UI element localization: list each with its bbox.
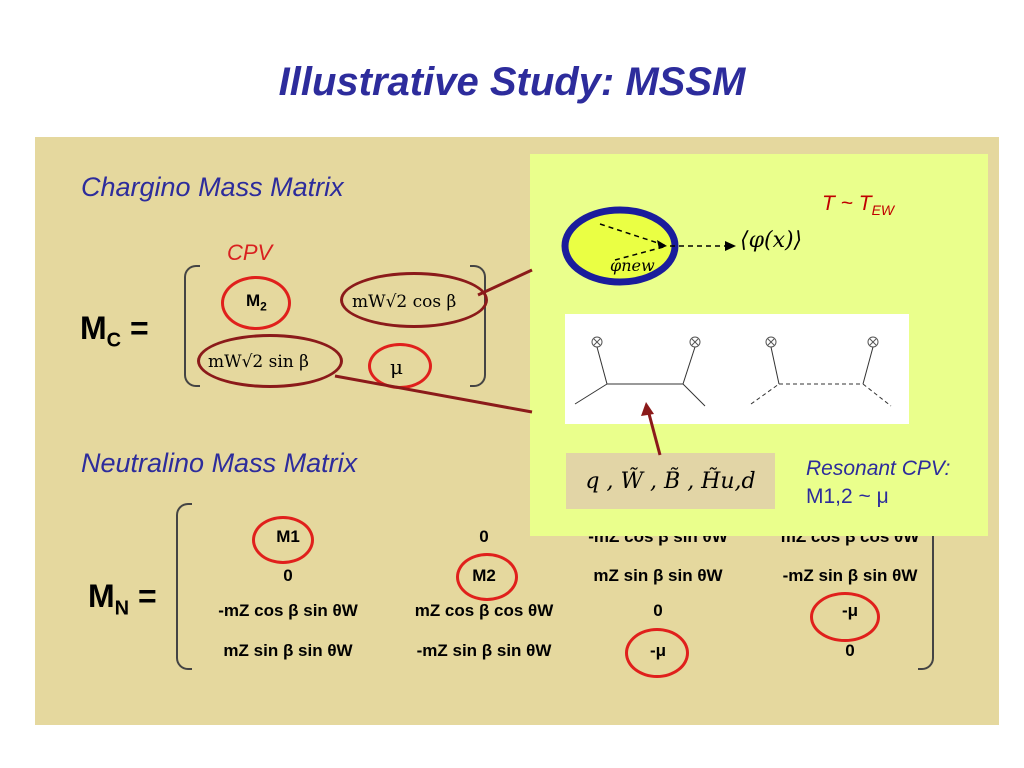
neutralino-cell-r4-c4: 0 — [845, 641, 855, 660]
prop-line — [770, 346, 780, 385]
slide-title: Illustrative Study: MSSM — [278, 60, 746, 104]
neutralino-left-bracket — [176, 503, 192, 670]
bubble-diagram — [561, 206, 736, 286]
chargino-heading: Chargino Mass Matrix — [81, 172, 344, 202]
neutralino-m1-highlight — [252, 516, 314, 564]
neutralino-cell-r2-c1: 0 — [283, 566, 293, 585]
neutralino-cell-r3-c3: 0 — [653, 601, 663, 620]
vertex-cross — [869, 338, 877, 346]
prop-line — [862, 383, 892, 407]
prop-line — [750, 383, 780, 405]
prop-line — [596, 346, 608, 385]
vertex-cross — [767, 338, 775, 346]
bubble-dash-line — [599, 223, 668, 247]
neutralino-cell-r1-c2: 0 — [479, 527, 489, 546]
vertex-cross — [691, 338, 699, 346]
neutralino-cell-r2-c4: -mZ sin β sin θW — [782, 566, 918, 585]
neutralino-cell-r4-c2: -mZ sin β sin θW — [416, 641, 552, 660]
prop-line — [682, 383, 706, 407]
prop-line — [574, 383, 608, 405]
chargino-left-bracket — [184, 265, 200, 387]
chargino-cos-highlight — [340, 272, 488, 328]
bubble-arrow-head — [657, 240, 667, 249]
fields-box: q , W̃ , B̃ , H̃u,d — [566, 453, 775, 509]
neutralino-cell-r4-c1: mZ sin β sin θW — [223, 641, 353, 660]
neutralino-mu-highlight-a — [810, 592, 880, 642]
vev-arrow-head — [725, 241, 736, 251]
chargino-mu-highlight — [368, 343, 432, 389]
feynman-diagram-lines — [574, 336, 892, 407]
neutralino-heading: Neutralino Mass Matrix — [81, 448, 358, 478]
vev-label: ⟨φ(x)⟩ — [740, 228, 803, 253]
resonant-line-2: M1,2 ~ μ — [806, 485, 889, 508]
prop-line — [862, 346, 874, 385]
phi-new-label: φnew — [610, 256, 655, 275]
neutralino-cell-r3-c1: -mZ cos β sin θW — [218, 601, 358, 620]
neutralino-cell-r2-c3: mZ sin β sin θW — [593, 566, 723, 585]
temperature-label: T ~ TEW — [822, 192, 895, 219]
chargino-matrix-label: MC = — [80, 310, 149, 352]
resonant-cpv-note: Resonant CPV: M1,2 ~ μ — [806, 455, 950, 511]
neutralino-m2-highlight — [456, 553, 518, 601]
chargino-m2-highlight — [221, 276, 291, 330]
cpv-label: CPV — [227, 240, 273, 265]
prop-line — [682, 346, 696, 385]
neutralino-cell-r3-c2: mZ cos β cos θW — [414, 601, 554, 620]
neutralino-mu-highlight-b — [625, 628, 689, 678]
resonant-line-1: Resonant CPV: — [806, 457, 951, 480]
vertex-cross — [593, 338, 601, 346]
neutralino-matrix-label: MN = — [88, 578, 157, 620]
chargino-sin-highlight — [197, 334, 343, 388]
feynman-diagram — [565, 314, 909, 424]
